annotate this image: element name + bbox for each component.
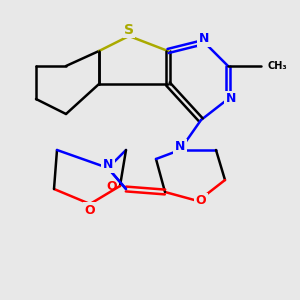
Text: N: N: [199, 32, 209, 46]
Text: N: N: [103, 158, 113, 172]
Text: CH₃: CH₃: [267, 61, 286, 71]
Text: S: S: [124, 23, 134, 37]
Text: O: O: [85, 203, 95, 217]
Text: N: N: [226, 92, 236, 106]
Text: N: N: [175, 140, 185, 154]
Text: O: O: [106, 179, 117, 193]
Text: O: O: [196, 194, 206, 208]
